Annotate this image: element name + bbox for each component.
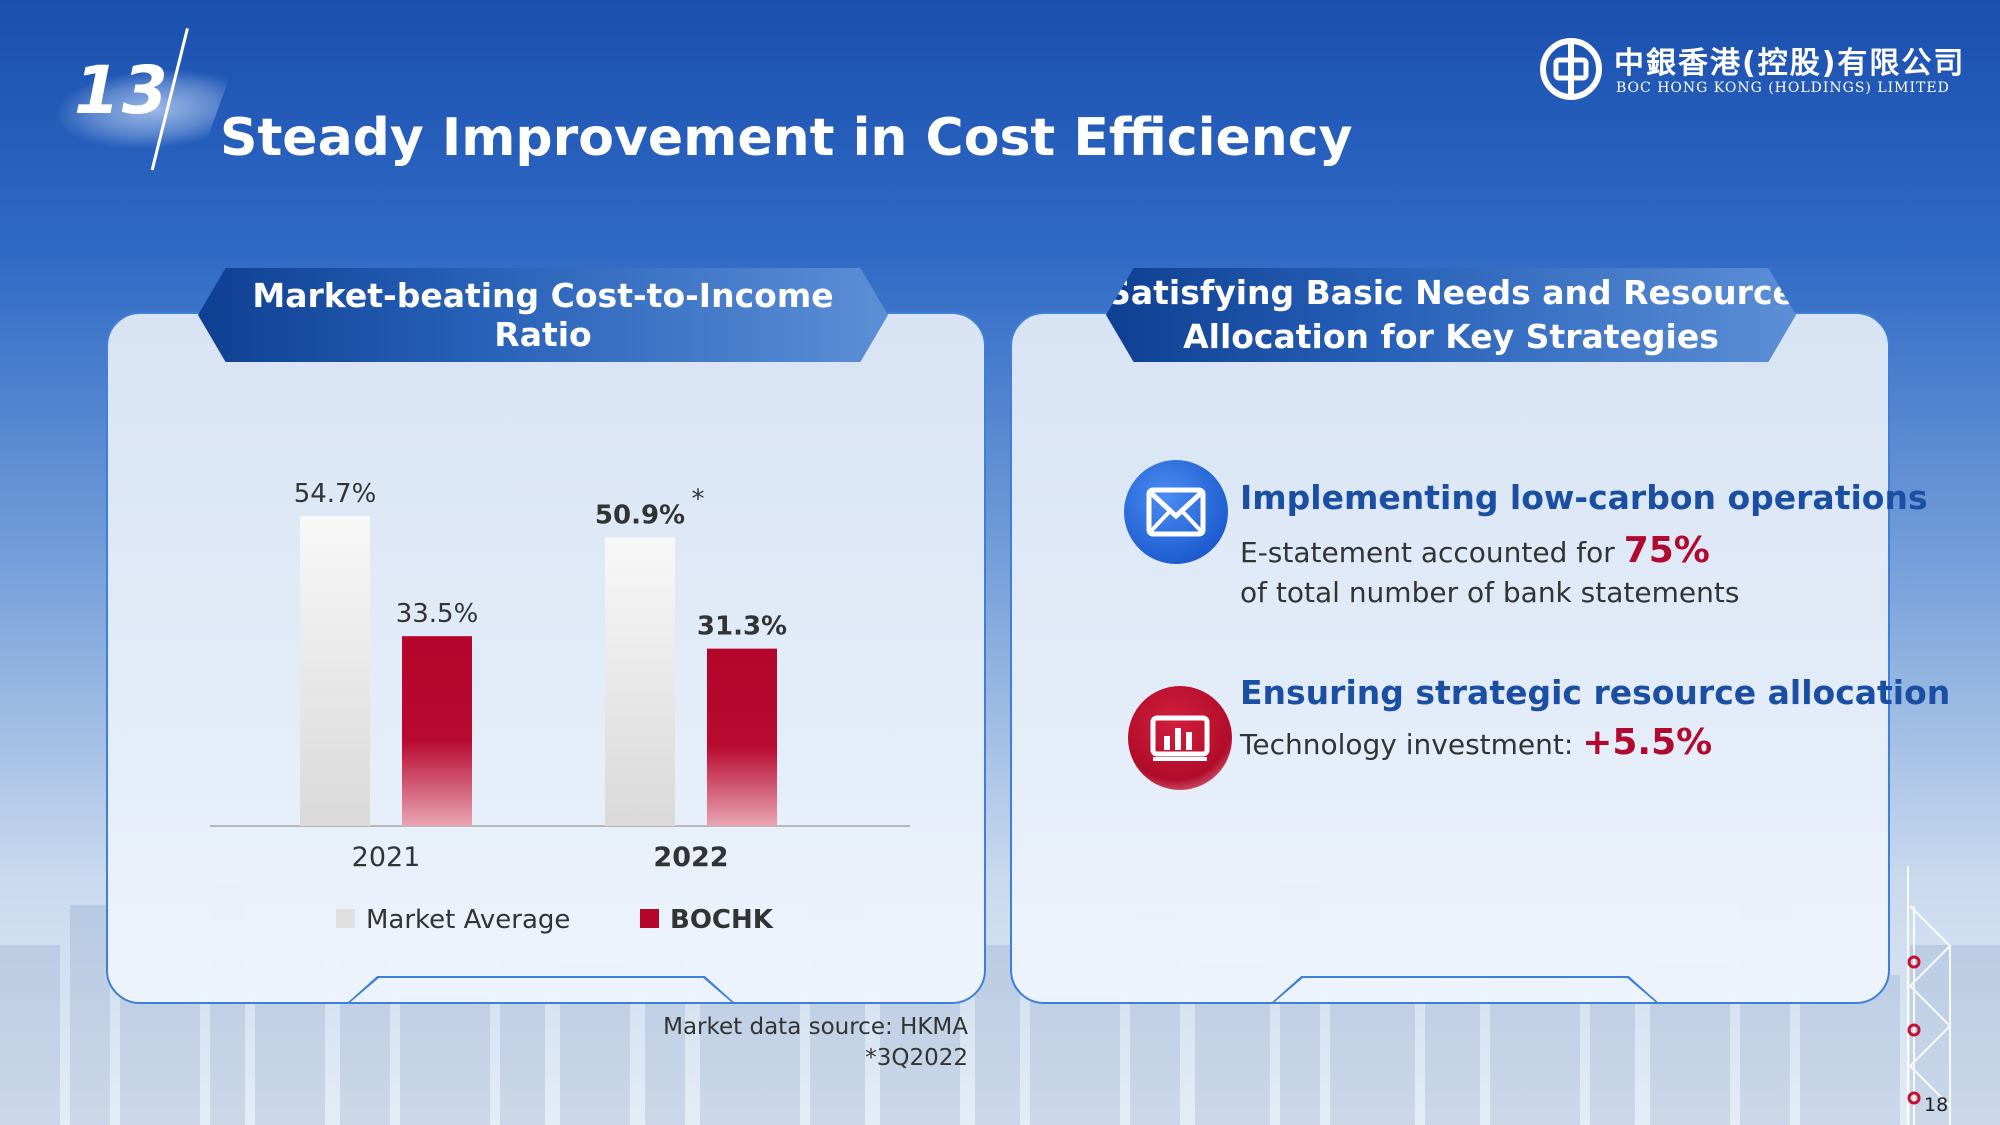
legend-swatch-market-average (336, 909, 355, 928)
company-logo: 中銀香港(控股)有限公司 BOC HONG KONG (HOLDINGS) LI… (1538, 34, 1963, 106)
legend-label-bochk: BOCHK (670, 905, 774, 935)
bar-bochk-2022 (707, 648, 777, 826)
panel-notch (346, 976, 736, 1004)
legend-swatch-bochk (640, 909, 659, 928)
panel-notch (1270, 976, 1660, 1004)
e-statement-prefix: E-statement accounted for (1240, 536, 1624, 569)
category-label-2021: 2021 (352, 842, 421, 873)
logo-chinese-name: 中銀香港(控股)有限公司 (1614, 46, 1966, 81)
cost-income-panel-header: Market-beating Cost-to-Income Ratio (198, 268, 888, 362)
bar-bochk-2021 (402, 636, 472, 826)
cost-income-panel (106, 312, 986, 1004)
e-statement-percent: 75% (1623, 530, 1710, 571)
e-statement-line2: of total number of bank statements (1240, 576, 1740, 609)
strategy-panel (1010, 312, 1890, 1004)
data-label-market-average-2022: 50.9% (595, 501, 685, 531)
page-number: 18 (1924, 1094, 1949, 1116)
data-label-bochk-2022: 31.3% (697, 612, 787, 642)
strategy-panel-header: Satisfying Basic Needs and Resource Allo… (1106, 268, 1796, 362)
strategy-header-line1: Satisfying Basic Needs and Resource (1107, 273, 1795, 312)
resource-allocation-title: Ensuring strategic resource allocation (1240, 673, 1951, 712)
source-note: Market data source: HKMA *3Q2022 (663, 1012, 968, 1074)
market-data-source: Market data source: HKMA (663, 1014, 968, 1040)
tower-decoration (1907, 866, 1952, 1125)
low-carbon-title: Implementing low-carbon operations (1240, 478, 1928, 517)
envelope-icon (1124, 460, 1228, 564)
legend-label-market-average: Market Average (366, 905, 570, 935)
technology-investment-prefix: Technology investment: (1240, 728, 1583, 761)
footnote-asterisk: * (692, 485, 705, 515)
boc-emblem-icon (1540, 38, 1602, 100)
strategy-header-line2: Allocation for Key Strategies (1183, 317, 1719, 356)
bar-market-average-2022 (605, 537, 675, 826)
data-label-market-average-2021: 54.7% (294, 479, 377, 509)
bar-chart-icon (1128, 686, 1232, 790)
technology-investment-percent: +5.5% (1582, 722, 1713, 763)
data-label-bochk-2021: 33.5% (396, 599, 479, 629)
cost-income-bar-chart: 54.7% 33.5% 2021 50.9%* 31.3% 2022 Market Ave… (210, 479, 910, 935)
category-label-2022: 2022 (653, 842, 728, 873)
bar-market-average-2021 (300, 516, 370, 826)
logo-english-name: BOC HONG KONG (HOLDINGS) LIMITED (1616, 80, 1950, 96)
section-number: 13 (74, 52, 170, 129)
page-title: Steady Improvement in Cost Efficiency (220, 108, 1353, 168)
technology-investment-text: Technology investment: +5.5% (1240, 722, 1712, 763)
e-statement-text: E-statement accounted for 75% (1240, 530, 1710, 571)
footnote-3q2022: *3Q2022 (865, 1045, 968, 1071)
